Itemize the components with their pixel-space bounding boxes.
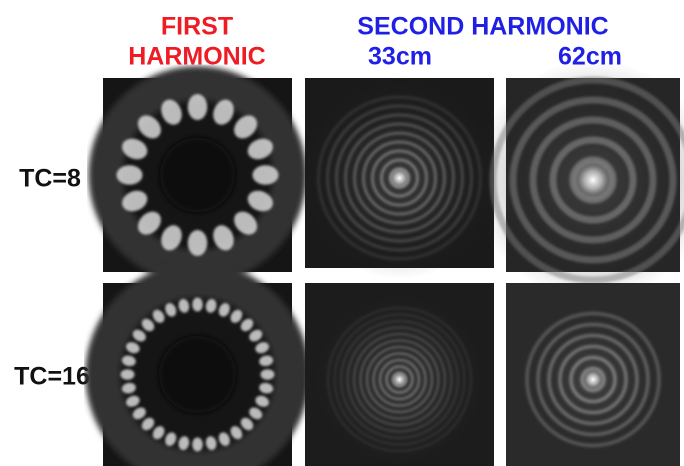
row-label: TC=16 xyxy=(14,363,90,391)
lobe xyxy=(121,369,135,380)
image-panel xyxy=(103,78,292,272)
lobe xyxy=(261,369,275,380)
center-spot xyxy=(388,166,412,190)
image-panel xyxy=(305,283,494,466)
distance-label: 33cm xyxy=(368,43,432,71)
image-panels xyxy=(103,60,684,466)
lobe xyxy=(192,438,203,452)
column-header: FIRST xyxy=(161,13,233,41)
column-header: SECOND HARMONIC xyxy=(357,13,608,41)
center-dark xyxy=(160,138,235,213)
center-spot xyxy=(581,368,605,392)
lobe xyxy=(192,298,203,312)
lobe xyxy=(253,165,279,185)
figure: FIRST HARMONIC SECOND HARMONIC 33cm 62cm… xyxy=(0,0,684,466)
center-spot xyxy=(571,158,615,202)
image-panel xyxy=(506,283,680,466)
image-panel xyxy=(103,280,292,466)
center-dark xyxy=(159,336,236,413)
lobe xyxy=(188,94,208,120)
image-panel xyxy=(473,60,684,300)
lobe xyxy=(188,230,208,256)
row-label: TC=8 xyxy=(19,165,81,193)
lobe xyxy=(117,165,143,185)
image-panel xyxy=(299,77,501,279)
center-spot xyxy=(391,371,409,389)
